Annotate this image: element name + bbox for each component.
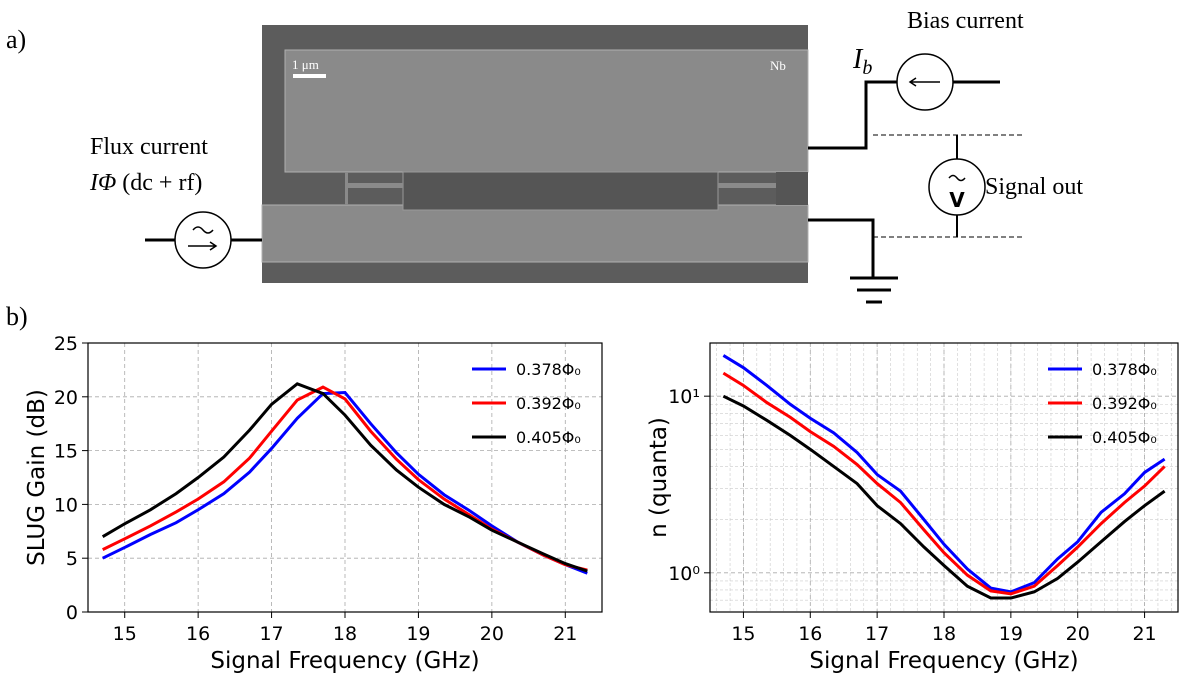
- x-axis-label: Signal Frequency (GHz): [210, 648, 479, 674]
- y-tick-label: 20: [54, 387, 78, 409]
- legend-label: 0.378Φ₀: [1092, 360, 1157, 379]
- bias-symbol: Ib: [852, 44, 872, 79]
- panel-label: a): [6, 25, 26, 54]
- y-tick-label: 0: [66, 602, 78, 624]
- x-tick-label: 21: [553, 623, 577, 645]
- sem-image: 1 μm Nb: [261, 25, 809, 283]
- x-tick-label: 19: [406, 623, 430, 645]
- legend-label: 0.378Φ₀: [516, 360, 581, 379]
- plot-frame: [709, 342, 1179, 613]
- series-line: [722, 371, 1166, 596]
- x-tick-label: 19: [999, 623, 1023, 645]
- flux-current-label: Flux current: [90, 134, 208, 160]
- y-axis-label: n (quanta): [646, 417, 672, 538]
- x-tick-label: 20: [1066, 623, 1090, 645]
- x-tick-label: 16: [186, 623, 210, 645]
- legend-label: 0.405Φ₀: [516, 428, 581, 447]
- series-line: [722, 394, 1166, 600]
- y-tick-label: 5: [66, 548, 78, 570]
- x-tick-label: 17: [865, 623, 889, 645]
- flux-symbol: IΦ: [89, 170, 116, 196]
- flux-note: (dc + rf): [122, 170, 202, 196]
- bias-subscript: b: [862, 57, 872, 79]
- x-tick-label: 20: [480, 623, 504, 645]
- y-tick-label: 25: [54, 333, 78, 355]
- flux-label: IΦ (dc + rf): [89, 170, 202, 196]
- y-tick-label: 10⁰: [668, 563, 700, 585]
- x-tick-label: 16: [798, 623, 822, 645]
- series-line: [722, 354, 1166, 594]
- signal-out-label: Signal out: [985, 174, 1083, 200]
- y-tick-label: 15: [54, 441, 78, 463]
- panel-label: b): [6, 302, 28, 331]
- x-tick-label: 21: [1132, 623, 1156, 645]
- material-label: Nb: [770, 58, 786, 73]
- x-tick-label: 17: [259, 623, 283, 645]
- legend-label: 0.392Φ₀: [1092, 394, 1157, 413]
- y-axis-label: SLUG Gain (dB): [24, 389, 50, 566]
- series-line: [101, 382, 588, 573]
- voltmeter-label: V: [949, 188, 965, 212]
- x-tick-label: 18: [333, 623, 357, 645]
- legend-label: 0.392Φ₀: [516, 394, 581, 413]
- circuit: V: [145, 53, 1025, 304]
- x-axis-label: Signal Frequency (GHz): [809, 648, 1078, 674]
- bias-symbol-i: I: [852, 44, 864, 75]
- legend-label: 0.405Φ₀: [1092, 428, 1157, 447]
- y-tick-label: 10¹: [668, 386, 700, 408]
- scale-bar-label: 1 μm: [292, 57, 319, 72]
- x-tick-label: 15: [113, 623, 137, 645]
- bias-current-label: Bias current: [907, 8, 1024, 34]
- plot-frame: [87, 342, 603, 613]
- y-tick-label: 10: [54, 494, 78, 516]
- x-tick-label: 18: [932, 623, 956, 645]
- x-tick-label: 15: [731, 623, 755, 645]
